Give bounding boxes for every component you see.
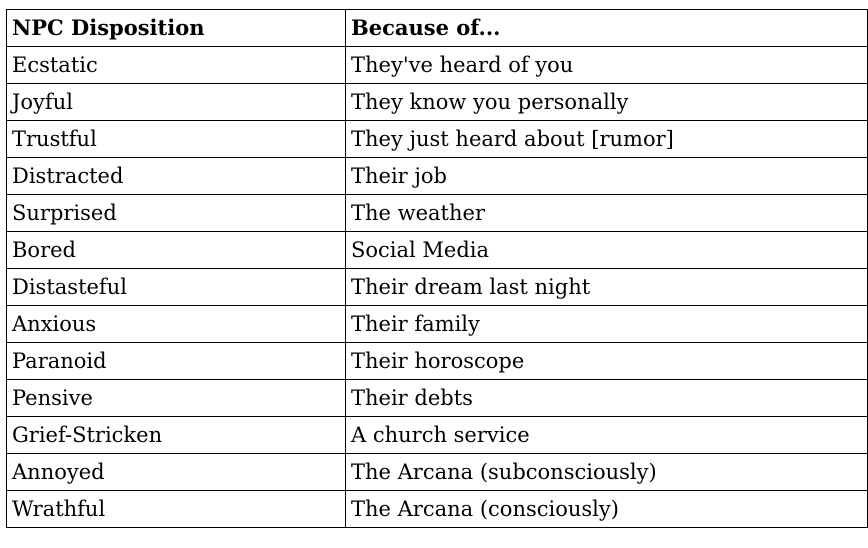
table-row: Surprised The weather <box>6 194 868 232</box>
reason-cell: Social Media <box>345 231 868 269</box>
disposition-cell: Anxious <box>6 305 346 343</box>
reason-cell: Their horoscope <box>345 342 868 380</box>
reason-cell: Their family <box>345 305 868 343</box>
reason-cell: They know you personally <box>345 83 868 121</box>
reason-cell: Their dream last night <box>345 268 868 306</box>
reason-cell: The Arcana (consciously) <box>345 490 868 528</box>
disposition-cell: Wrathful <box>6 490 346 528</box>
table-row: Grief-Stricken A church service <box>6 416 868 454</box>
disposition-cell: Joyful <box>6 83 346 121</box>
disposition-cell: Distracted <box>6 157 346 195</box>
table-row: Trustful They just heard about [rumor] <box>6 120 868 158</box>
disposition-cell: Pensive <box>6 379 346 417</box>
disposition-cell: Annoyed <box>6 453 346 491</box>
reason-cell: Their job <box>345 157 868 195</box>
reason-cell: They've heard of you <box>345 46 868 84</box>
table-row: Wrathful The Arcana (consciously) <box>6 490 868 528</box>
table-row: Bored Social Media <box>6 231 868 269</box>
table-row: Pensive Their debts <box>6 379 868 417</box>
header-row: NPC Disposition Because of... <box>6 9 868 47</box>
table-row: Annoyed The Arcana (subconsciously) <box>6 453 868 491</box>
header-cell: NPC Disposition <box>6 9 346 47</box>
table-row: Ecstatic They've heard of you <box>6 46 868 84</box>
reason-cell: The weather <box>345 194 868 232</box>
disposition-cell: Surprised <box>6 194 346 232</box>
disposition-cell: Ecstatic <box>6 46 346 84</box>
reason-cell: The Arcana (subconsciously) <box>345 453 868 491</box>
reason-cell: A church service <box>345 416 868 454</box>
table-row: Distracted Their job <box>6 157 868 195</box>
disposition-table: NPC Disposition Because of... Ecstatic Th… <box>6 9 868 528</box>
reason-cell: Their debts <box>345 379 868 417</box>
disposition-cell: Grief-Stricken <box>6 416 346 454</box>
reason-cell: They just heard about [rumor] <box>345 120 868 158</box>
table-body: Ecstatic They've heard of you Joyful They k… <box>6 46 868 528</box>
disposition-cell: Paranoid <box>6 342 346 380</box>
disposition-cell: Trustful <box>6 120 346 158</box>
header-cell: Because of... <box>345 9 868 47</box>
table-row: Paranoid Their horoscope <box>6 342 868 380</box>
disposition-cell: Distasteful <box>6 268 346 306</box>
table-row: Anxious Their family <box>6 305 868 343</box>
disposition-cell: Bored <box>6 231 346 269</box>
table-row: Joyful They know you personally <box>6 83 868 121</box>
table-row: Distasteful Their dream last night <box>6 268 868 306</box>
